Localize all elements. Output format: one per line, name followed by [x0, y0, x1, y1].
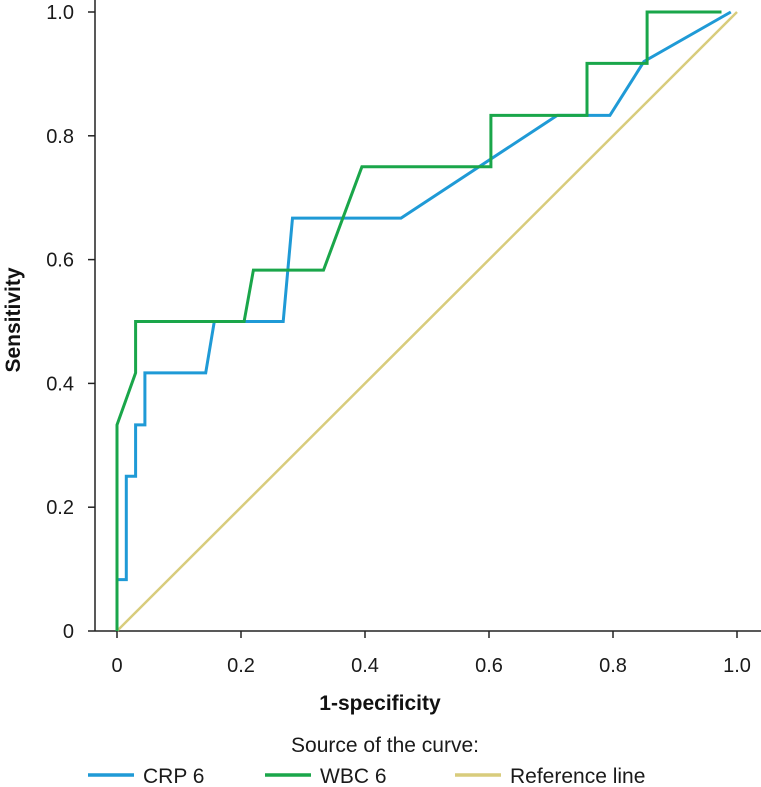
x-tick-label: 0.4 [351, 655, 379, 677]
legend-label-wbc-6: WBC 6 [320, 765, 387, 787]
x-tick-label: 0.6 [475, 655, 503, 677]
y-tick-label: 0.8 [46, 126, 74, 148]
y-tick-label: 0.2 [46, 497, 74, 519]
x-tick-label: 0 [111, 655, 122, 677]
x-tick-label: 1.0 [723, 655, 751, 677]
x-ticks: 0 0.2 0.4 0.6 0.8 1.0 [111, 631, 751, 677]
y-ticks: 0 0.2 0.4 0.6 0.8 1.0 [46, 2, 95, 643]
y-tick-label: 0.6 [46, 250, 74, 272]
plot-area: 0 0.2 0.4 0.6 0.8 1.0 0 0.2 0.4 0.6 0.8 1.0 [46, 0, 761, 677]
series-layer [115, 10, 738, 632]
x-axis-title: 1-specificity [319, 692, 441, 715]
legend-title: Source of the curve: [291, 734, 479, 757]
series-line-wbc-6 [115, 10, 722, 631]
legend: Source of the curve: CRP 6 WBC 6 Reference… [88, 734, 645, 787]
y-tick-label: 0 [63, 621, 74, 643]
y-axis-title: Sensitivity [2, 267, 25, 372]
legend-label-crp-6: CRP 6 [143, 765, 204, 787]
x-tick-label: 0.8 [599, 655, 627, 677]
y-tick-label: 0.4 [46, 373, 74, 395]
legend-items: CRP 6 WBC 6 Reference line [88, 765, 645, 787]
legend-label-reference-line: Reference line [510, 765, 645, 787]
x-tick-label: 0.2 [227, 655, 255, 677]
y-tick-label: 1.0 [46, 2, 74, 24]
series-line-reference-line [116, 11, 738, 632]
